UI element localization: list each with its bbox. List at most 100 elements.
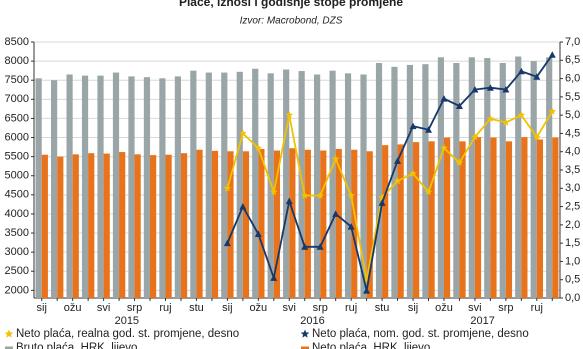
bar [515, 56, 522, 298]
bar [227, 151, 234, 298]
bar [468, 57, 475, 298]
year-label: 2016 [300, 315, 324, 327]
bar [552, 137, 559, 298]
bar [128, 76, 135, 298]
marker [239, 203, 247, 210]
y-tick-label: 3000 [5, 246, 29, 258]
marker [455, 158, 464, 166]
y-tick-label: 7500 [5, 74, 29, 86]
y2-tick-label: 4,5 [565, 127, 580, 139]
bar [51, 80, 58, 298]
marker [502, 86, 510, 93]
marker [301, 243, 309, 250]
marker [332, 210, 340, 217]
marker [223, 184, 232, 192]
y-tick-label: 2000 [5, 284, 29, 296]
y2-tick-label: 3,0 [565, 182, 580, 194]
legend-label: Bruto plaća, HRK, lijevo [16, 342, 137, 349]
bar [329, 70, 336, 299]
legend-marker [301, 346, 309, 349]
marker [285, 111, 294, 119]
bar [57, 156, 64, 298]
y-tick-label: 5000 [5, 170, 29, 182]
marker [533, 73, 541, 80]
bar [81, 75, 89, 299]
y2-tick-label: 3,5 [565, 164, 580, 176]
y2-tick-label: 0,5 [565, 274, 580, 286]
marker [254, 230, 262, 237]
x-tick-label: srp [498, 302, 513, 314]
x-tick-label: ruj [159, 302, 171, 314]
bar [366, 151, 373, 298]
bar [35, 78, 42, 298]
bar [72, 154, 79, 298]
y2-tick-label: 2,5 [565, 200, 580, 212]
bar [304, 149, 311, 298]
bar [474, 137, 482, 298]
bar [484, 58, 491, 298]
x-tick-label: ožu [64, 302, 82, 314]
bar [530, 61, 537, 298]
bar [391, 66, 398, 299]
bar [88, 153, 95, 298]
year-label: 2015 [115, 315, 139, 327]
bar [112, 72, 120, 298]
y2-tick-label: 0,0 [565, 292, 580, 304]
marker [486, 84, 494, 91]
bar [165, 154, 172, 298]
y2-tick-label: 7,0 [565, 36, 580, 48]
marker [331, 155, 340, 163]
marker [471, 133, 479, 141]
marker [254, 144, 263, 152]
legend-marker [300, 329, 310, 338]
bar [150, 155, 157, 298]
marker [239, 129, 247, 137]
bar [273, 150, 280, 298]
bar [211, 150, 219, 298]
bar [351, 149, 358, 298]
marker [425, 126, 432, 133]
line [226, 111, 554, 280]
bar [453, 63, 460, 299]
x-tick-label: ožu [249, 302, 267, 314]
marker [393, 176, 402, 185]
legend-label: Neto plaća, nom. god. st. promjene, desn… [312, 328, 529, 340]
marker [471, 86, 479, 93]
y-tick-label: 7000 [5, 93, 29, 105]
line [226, 54, 554, 291]
bar [236, 71, 243, 299]
marker [270, 274, 278, 281]
marker [548, 107, 557, 115]
x-tick-label: sij [408, 302, 418, 314]
x-tick-label: stu [189, 302, 204, 314]
bar [382, 145, 389, 298]
marker [548, 51, 556, 58]
y-tick-label: 4500 [5, 189, 29, 201]
bar [242, 151, 250, 298]
bar [190, 70, 197, 299]
bar [406, 64, 414, 298]
y-tick-label: 8000 [5, 55, 29, 67]
marker [347, 191, 355, 199]
y-tick-label: 4000 [5, 208, 29, 220]
x-tick-label: ruj [345, 302, 357, 314]
marker [440, 144, 448, 152]
bar [134, 154, 141, 298]
bar [375, 63, 383, 299]
legend-label: Neto plaća, realna god. st. promjene, de… [16, 328, 239, 340]
bar [196, 149, 203, 298]
marker [409, 122, 417, 130]
y2-tick-label: 2,0 [565, 219, 580, 231]
marker [486, 114, 495, 123]
bar [174, 76, 181, 298]
marker [223, 239, 231, 247]
bar [180, 153, 188, 298]
legend-label: Neto plaća, HRK, lijevo [312, 342, 430, 349]
bar [66, 74, 73, 298]
bar [413, 142, 420, 298]
y2-tick-label: 6,0 [565, 72, 580, 84]
bar [437, 57, 444, 298]
marker [517, 67, 525, 75]
bar [360, 74, 367, 298]
legend-marker [5, 346, 13, 349]
